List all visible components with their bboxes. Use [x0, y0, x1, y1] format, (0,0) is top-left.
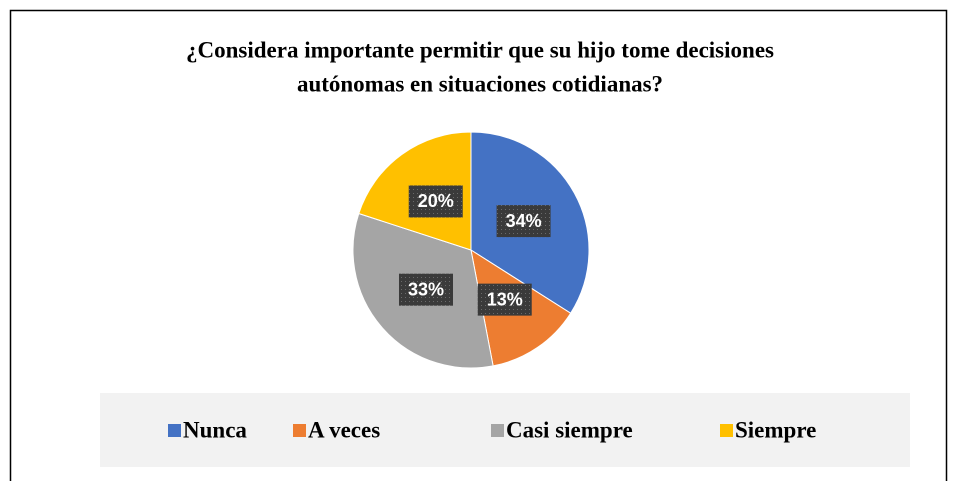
data-label-box: [496, 205, 551, 238]
chart-title: autónomas en situaciones cotidianas?: [297, 71, 663, 96]
legend-swatch: [168, 424, 181, 437]
data-label: 20%: [418, 191, 454, 211]
legend-label: Siempre: [735, 417, 816, 442]
legend-swatch: [491, 424, 504, 437]
legend-label: Casi siempre: [506, 417, 633, 442]
legend-swatch: [293, 424, 306, 437]
data-label-box: [408, 185, 463, 218]
data-label: 34%: [506, 211, 542, 231]
legend-box: [100, 393, 910, 467]
data-label-box: [398, 273, 453, 306]
data-label: 13%: [487, 289, 523, 309]
data-label-box: [477, 283, 532, 316]
chart-title: ¿Considera importante permitir que su hi…: [186, 37, 774, 62]
data-label: 33%: [408, 279, 444, 299]
legend-label: A veces: [308, 417, 380, 442]
legend-label: Nunca: [183, 417, 247, 442]
legend-swatch: [720, 424, 733, 437]
